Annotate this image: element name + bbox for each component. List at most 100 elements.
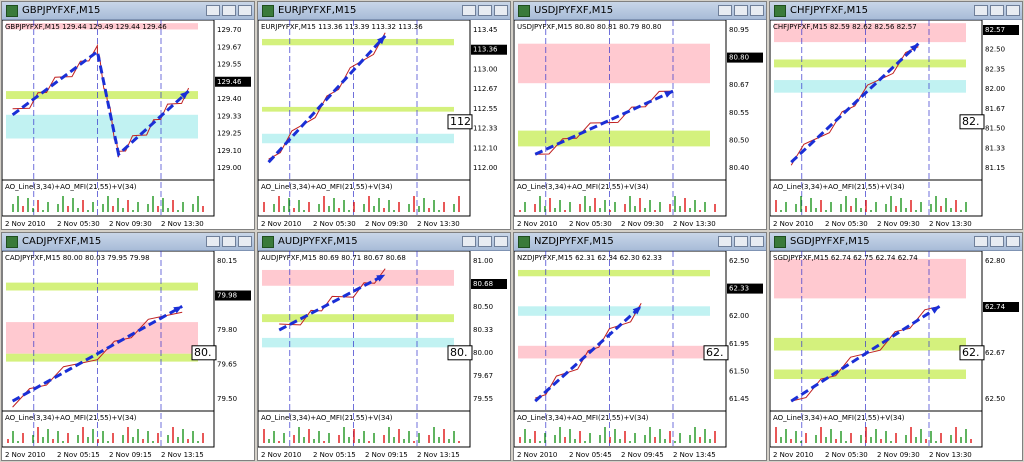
indicator-label: AO_Line(3,34)+AO_MFI(21,55)+V(34) <box>5 183 137 191</box>
arrow-head <box>664 91 673 98</box>
price-label: 79.65 <box>217 361 237 369</box>
price-trace <box>535 303 642 399</box>
price-label: 62.67 <box>985 349 1005 357</box>
chart-window: AUDJPYFXF,M15 AUDJPYFXF,M15 80.69 80.71 8… <box>257 232 511 461</box>
title-bar: GBPJPYFXF,M15 <box>2 2 254 20</box>
maximize-button[interactable] <box>478 236 492 247</box>
price-label: 80.55 <box>729 109 749 117</box>
time-label: 2 Nov 09:30 <box>877 451 920 459</box>
chart-area: CHFJPYFXF,M15 82.59 82.62 82.56 82.57 AO_… <box>770 19 1019 228</box>
price-trace <box>268 32 386 160</box>
minimize-button[interactable] <box>974 236 988 247</box>
trend-arrow <box>790 42 920 164</box>
maximize-button[interactable] <box>478 5 492 16</box>
zone <box>774 369 966 379</box>
price-label: 80.00 <box>473 349 493 357</box>
maximize-button[interactable] <box>990 5 1004 16</box>
zone <box>518 130 710 147</box>
price-label: 112.55 <box>473 105 498 113</box>
current-price-box <box>471 44 507 55</box>
zone <box>774 258 966 299</box>
price-label: 112.33 <box>473 125 498 133</box>
time-label: 2 Nov 09:30 <box>365 220 408 228</box>
window-title: NZDJPYFXF,M15 <box>534 236 614 247</box>
price-label: 112.00 <box>473 164 498 172</box>
price-label: 79.98 <box>217 292 237 300</box>
price-label: 129.55 <box>217 61 242 69</box>
zone <box>6 114 198 139</box>
time-label: 2 Nov 13:30 <box>417 220 460 228</box>
close-button[interactable] <box>1006 236 1020 247</box>
close-button[interactable] <box>1006 5 1020 16</box>
current-price-box <box>215 76 251 87</box>
zone <box>518 306 710 316</box>
title-bar: CADJPYFXF,M15 <box>2 233 254 251</box>
time-label: 2 Nov 05:15 <box>313 451 356 459</box>
current-price-box <box>215 290 251 301</box>
title-bar: NZDJPYFXF,M15 <box>514 233 766 251</box>
price-label: 62.50 <box>729 257 749 265</box>
time-label: 2 Nov 09:30 <box>109 220 152 228</box>
current-price-box <box>983 25 1019 35</box>
close-button[interactable] <box>494 5 508 16</box>
maximize-button[interactable] <box>222 236 236 247</box>
indicator-label: AO_Line(3,34)+AO_MFI(21,55)+V(34) <box>517 414 649 422</box>
chart-window: CADJPYFXF,M15 CADJPYFXF,M15 80.00 80.03 7… <box>1 232 255 461</box>
minimize-button[interactable] <box>462 5 476 16</box>
chart-header: AUDJPYFXF,M15 80.69 80.71 80.67 80.68 <box>261 254 406 262</box>
minimize-button[interactable] <box>718 236 732 247</box>
chart-area: USDJPYFXF,M15 80.80 80.81 80.79 80.80 AO_… <box>514 19 763 228</box>
close-button[interactable] <box>750 5 764 16</box>
zone <box>774 23 966 43</box>
time-label: 2 Nov 2010 <box>261 451 301 459</box>
chart-window: EURJPYFXF,M15 EURJPYFXF,M15 113.36 113.39… <box>257 1 511 230</box>
maximize-button[interactable] <box>990 236 1004 247</box>
maximize-button[interactable] <box>734 236 748 247</box>
window-title: AUDJPYFXF,M15 <box>278 236 358 247</box>
window-icon <box>262 235 274 248</box>
price-box <box>959 345 985 361</box>
price-label: 129.10 <box>217 147 242 155</box>
price-label: 81.15 <box>985 164 1005 172</box>
minimize-button[interactable] <box>718 5 732 16</box>
price-label: 82.00 <box>985 85 1005 93</box>
indicator-label: AO_Line(3,34)+AO_MFI(21,55)+V(34) <box>517 183 649 191</box>
price-label: 79.55 <box>473 395 493 403</box>
minimize-button[interactable] <box>206 236 220 247</box>
chart-header: USDJPYFXF,M15 80.80 80.81 80.79 80.80 <box>517 23 661 31</box>
price-box-label: 80. <box>194 346 212 359</box>
time-label: 2 Nov 09:30 <box>877 220 920 228</box>
price-label: 62.74 <box>985 303 1006 311</box>
zone <box>6 91 198 99</box>
minimize-button[interactable] <box>974 5 988 16</box>
time-label: 2 Nov 2010 <box>517 220 557 228</box>
price-label: 62.50 <box>985 395 1005 403</box>
chart-window: NZDJPYFXF,M15 NZDJPYFXF,M15 62.31 62.34 6… <box>513 232 767 461</box>
minimize-button[interactable] <box>206 5 220 16</box>
price-label: 79.50 <box>217 395 237 403</box>
price-label: 129.70 <box>217 26 242 34</box>
window-icon <box>774 4 786 17</box>
maximize-button[interactable] <box>734 5 748 16</box>
price-box-label: 62. <box>962 346 980 359</box>
zone <box>774 80 966 93</box>
zone <box>6 23 198 30</box>
price-label: 61.45 <box>729 395 749 403</box>
time-label: 2 Nov 13:30 <box>929 451 972 459</box>
close-button[interactable] <box>750 236 764 247</box>
arrow-head <box>909 43 919 52</box>
minimize-button[interactable] <box>462 236 476 247</box>
price-label: 129.00 <box>217 164 242 172</box>
indicator-label: AO_Line(3,34)+AO_MFI(21,55)+V(34) <box>261 183 393 191</box>
arrow-head <box>173 306 183 314</box>
price-label: 81.50 <box>985 125 1005 133</box>
time-label: 2 Nov 05:30 <box>57 220 100 228</box>
close-button[interactable] <box>238 236 252 247</box>
close-button[interactable] <box>494 236 508 247</box>
maximize-button[interactable] <box>222 5 236 16</box>
chart-header: GBPJPYFXF,M15 129.44 129.49 129.44 129.4… <box>5 23 167 31</box>
price-label: 82.50 <box>985 46 1005 54</box>
close-button[interactable] <box>238 5 252 16</box>
arrow-head <box>632 306 642 315</box>
